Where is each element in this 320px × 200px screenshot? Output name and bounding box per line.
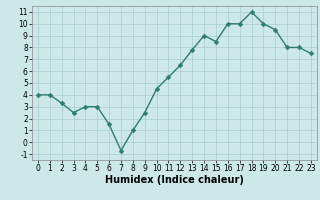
X-axis label: Humidex (Indice chaleur): Humidex (Indice chaleur) <box>105 175 244 185</box>
